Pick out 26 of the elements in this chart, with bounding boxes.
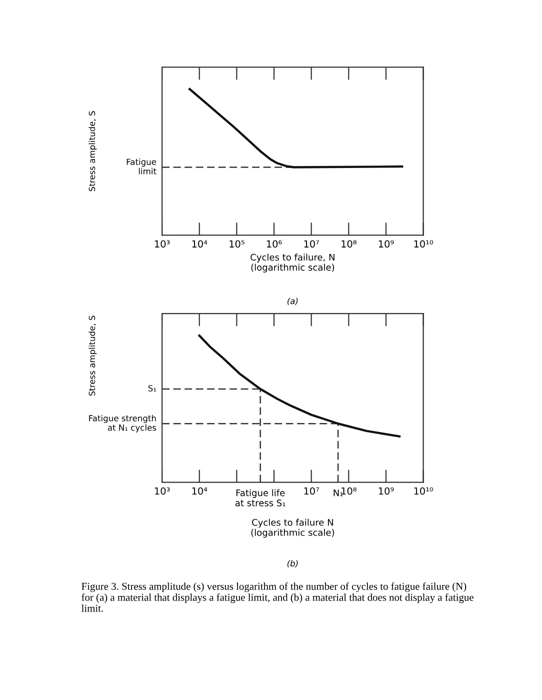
ref-line-label: Fatigue life at stress S₁ — [235, 489, 286, 506]
x-axis-title: Cycles to failure N (logarithmic scale) — [251, 518, 334, 538]
x-tick-label: 10⁵ — [230, 240, 244, 248]
x-tick-label: 10⁸ — [342, 487, 356, 495]
ref-line-label: Fatigue limit — [126, 158, 156, 174]
x-tick-label: 10¹⁰ — [414, 240, 434, 248]
x-tick-label: 10³ — [154, 240, 170, 248]
text: (b) — [287, 560, 298, 568]
x-tick-label: 10⁶ — [266, 240, 282, 248]
ref-line-label: S₁ — [148, 385, 156, 392]
x-tick-label: 10⁷ — [304, 240, 320, 248]
x-tick-label: 10⁸ — [342, 240, 356, 248]
text: (a) — [288, 298, 298, 306]
x-tick-label: 10¹⁰ — [414, 487, 434, 495]
x-tick-label: 10⁹ — [378, 487, 394, 495]
x-axis-title: Cycles to failure, N (logarithmic scale) — [250, 254, 334, 272]
x-tick-label: 10⁴ — [192, 240, 208, 248]
x-tick-label: 10³ — [154, 487, 170, 495]
ref-line-label: N₁ — [334, 490, 343, 496]
ref-line-label: Fatigue strength at N₁ cycles — [89, 414, 156, 432]
x-tick-label: 10⁹ — [378, 240, 394, 248]
y-axis-title: Stress amplitude, S — [88, 316, 97, 396]
y-axis-title: Stress amplitude, S — [88, 111, 97, 192]
x-tick-label: 10⁴ — [192, 487, 208, 495]
caption: Figure 3. Stress amplitude (s) versus logarithm of the number of cycles to fatigue failure (N) for (a) a material that displays a fatigue limit, and (b) a material that does not display a fatigue limit. — [82, 582, 474, 612]
x-tick-label: 10⁷ — [304, 487, 320, 495]
